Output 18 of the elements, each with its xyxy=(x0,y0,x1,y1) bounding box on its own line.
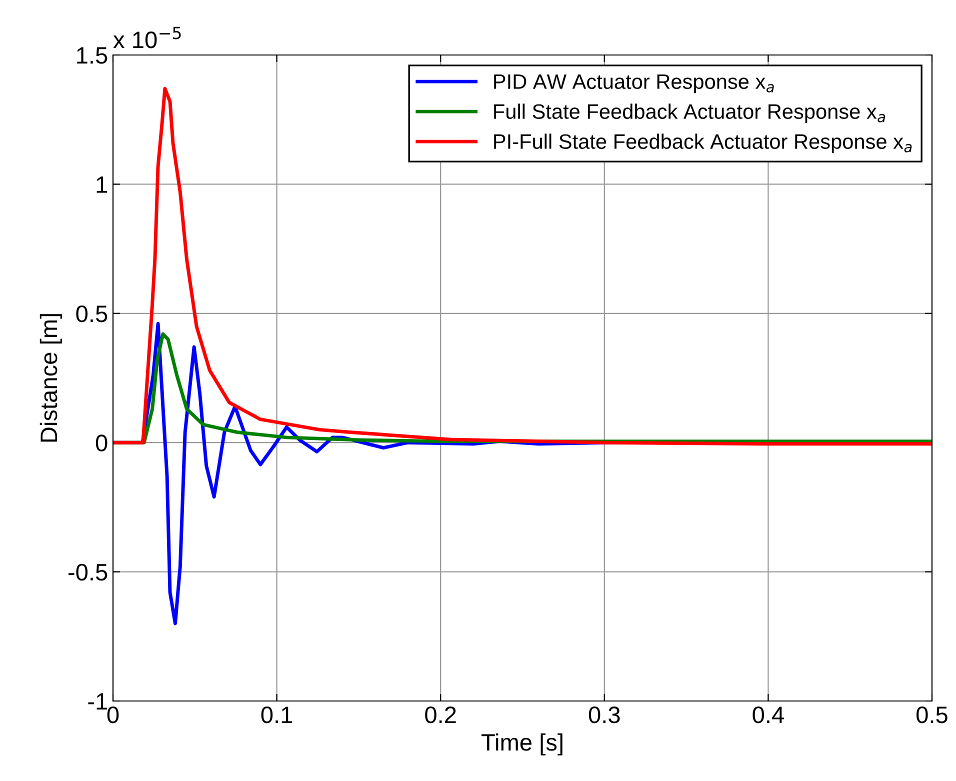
x-tick-label: 0.5 xyxy=(916,706,948,724)
y-tick-label: -1 xyxy=(88,693,107,710)
legend-label: PI-Full State Feedback Actuator Response x$_{a}$ xyxy=(494,134,912,154)
text: x 10$^{−5}$ xyxy=(113,26,181,48)
y-tick-label: 1 xyxy=(96,176,107,193)
x-tick-label: 0.4 xyxy=(752,706,784,724)
x-tick-label: 0.1 xyxy=(261,706,292,724)
y-tick-label: 0.5 xyxy=(76,305,108,322)
x-tick-label: 0 xyxy=(107,706,119,724)
legend-label: Full State Feedback Actuator Response x$_{a}$ xyxy=(494,104,886,124)
y-tick-label: 0 xyxy=(96,434,108,452)
y-tick-label: -0.5 xyxy=(68,564,108,581)
x-tick-label: 0.2 xyxy=(425,706,456,724)
x-tick-label: 0.3 xyxy=(588,706,620,724)
x-axis-title: Time [s] xyxy=(482,733,562,756)
y-tick-label: 1.5 xyxy=(77,47,108,64)
legend-label: PID AW Actuator Response x$_{a}$ xyxy=(494,74,774,94)
y-axis-title: Distance [m] xyxy=(40,314,62,442)
